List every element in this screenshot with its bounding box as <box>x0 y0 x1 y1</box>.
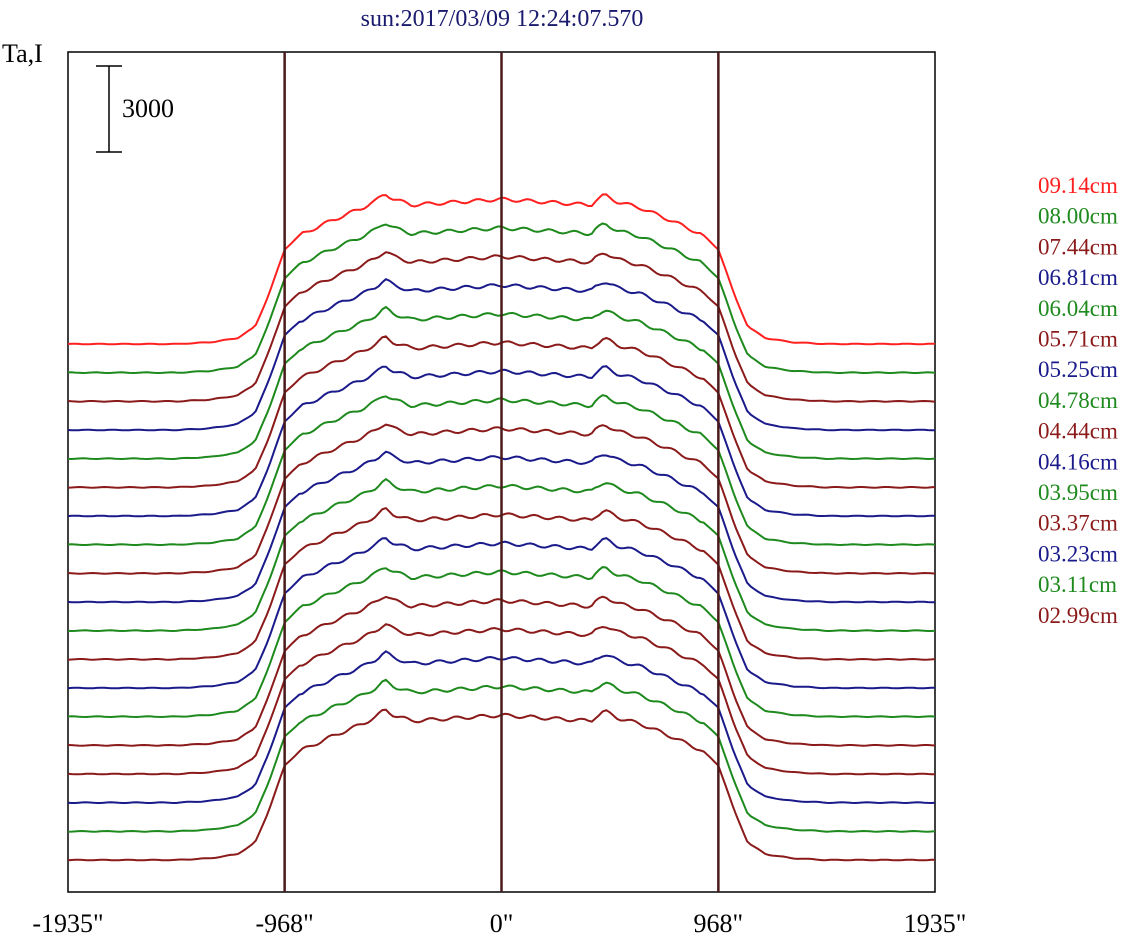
legend-entry: 06.81cm <box>1038 265 1118 290</box>
legend-entry: 04.78cm <box>1038 388 1118 413</box>
legend-entry: 03.23cm <box>1038 541 1118 566</box>
y-axis-label: Ta,I <box>2 39 43 68</box>
chart-title: sun:2017/03/09 12:24:07.570 <box>361 6 644 32</box>
x-tick-labels: -1935" -968" 0" 968" 1935" <box>32 909 966 938</box>
x-tick-label: 968" <box>694 909 744 938</box>
vertical-lines <box>283 52 720 892</box>
legend-entry: 03.95cm <box>1038 480 1118 505</box>
scale-bar: 3000 <box>96 65 174 153</box>
x-tick-label: 1935" <box>904 909 967 938</box>
x-tick-label: -968" <box>255 909 313 938</box>
legend-entry: 02.99cm <box>1038 603 1118 628</box>
legend-entry: 04.44cm <box>1038 419 1118 444</box>
legend-entry: 07.44cm <box>1038 234 1118 259</box>
x-tick-label: 0" <box>490 909 514 938</box>
legend: 09.14cm 08.00cm 07.44cm 06.81cm 06.04cm 05.71… <box>1038 173 1118 628</box>
x-tick-label: -1935" <box>32 909 103 938</box>
legend-entry: 08.00cm <box>1038 204 1118 229</box>
legend-entry: 05.25cm <box>1038 357 1118 382</box>
legend-entry: 03.11cm <box>1038 572 1117 597</box>
legend-entry: 05.71cm <box>1038 327 1118 352</box>
legend-entry: 04.16cm <box>1038 449 1118 474</box>
legend-entry: 09.14cm <box>1038 173 1118 198</box>
legend-entry: 03.37cm <box>1038 511 1118 536</box>
legend-entry: 06.04cm <box>1038 296 1118 321</box>
scale-bar-label: 3000 <box>122 94 174 123</box>
